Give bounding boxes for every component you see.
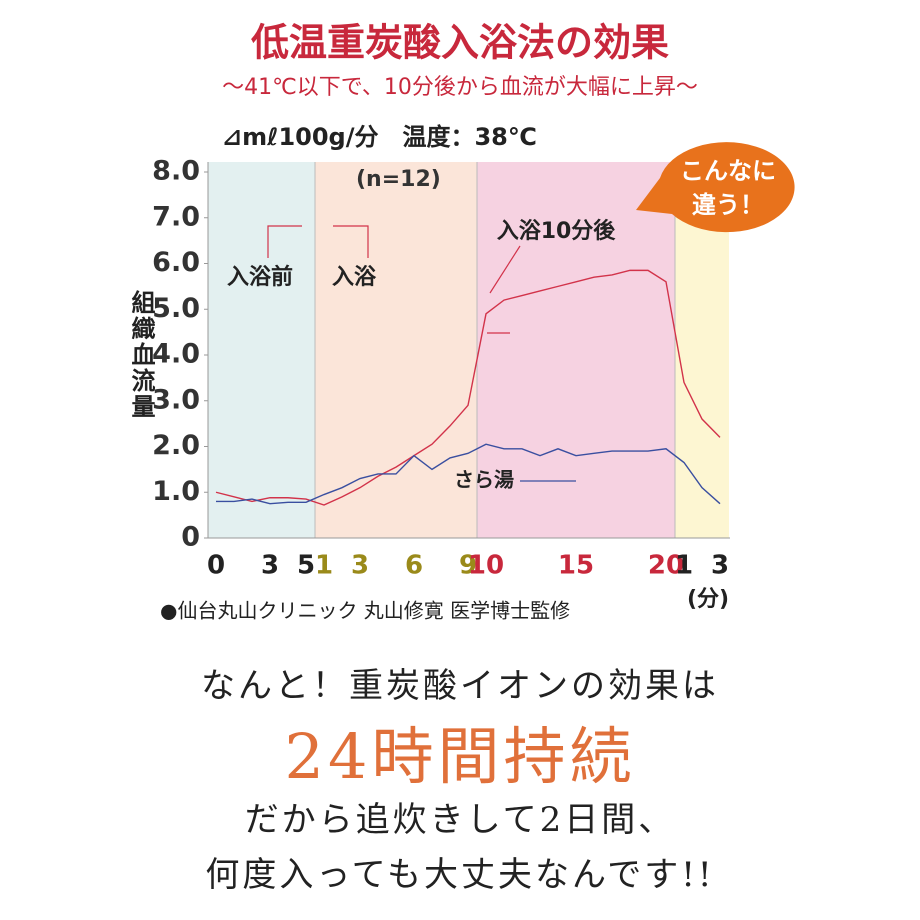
region — [477, 162, 675, 538]
y-tick-label: 8.0 — [152, 156, 200, 187]
message-highlight: 24時間持続 — [285, 720, 636, 793]
x-tick-label: 3 — [711, 551, 729, 581]
legend-label: さら湯 — [454, 468, 514, 492]
message: なんと！重炭酸イオンの効果は — [201, 666, 719, 706]
leader-line — [333, 225, 369, 258]
y-tick-label: 6.0 — [152, 247, 200, 278]
x-tick-label: 3 — [261, 551, 279, 581]
x-tick-label: 6 — [405, 551, 423, 581]
badge-text: 違う！ — [692, 191, 764, 219]
y-tick-label: 4.0 — [152, 339, 200, 370]
x-tick-label: 15 — [558, 551, 594, 581]
leader-line — [267, 225, 302, 258]
message: 何度入っても大丈夫なんです!! — [205, 855, 714, 895]
region — [315, 162, 477, 538]
source: ●仙台丸山クリニック 丸山修寛 医学博士監修 — [160, 599, 570, 623]
y-tick-label: 2.0 — [152, 430, 200, 461]
sample-note: (n=12) — [356, 167, 441, 192]
x-tick-label: 1 — [315, 551, 333, 581]
x-tick-label: 10 — [468, 551, 504, 581]
x-tick-label: 0 — [207, 551, 225, 581]
region — [208, 162, 315, 538]
series-line — [215, 269, 721, 506]
annotation: 入浴 — [332, 265, 377, 290]
x-tick-label: 3 — [351, 551, 369, 581]
annotation: 入浴前 — [227, 264, 293, 290]
x-tick-label: 9 — [459, 551, 477, 581]
annotation: 入浴10分後 — [497, 218, 617, 244]
x-axis-unit: (分) — [687, 587, 729, 612]
x-tick-label: 20 — [648, 551, 684, 581]
series-line — [216, 443, 721, 505]
chart-title: 低温重炭酸入浴法の効果 — [251, 21, 669, 65]
leader-line — [489, 245, 521, 294]
y-tick-label: 0 — [181, 522, 200, 553]
x-tick-label: 5 — [297, 551, 315, 581]
message: だから追炊きして2日間、 — [245, 800, 676, 840]
unit-note: ⊿mℓ100g/分 温度：38℃ — [222, 123, 537, 151]
y-tick-label: 7.0 — [152, 201, 200, 232]
y-tick-label: 1.0 — [152, 476, 200, 507]
x-tick-label: 1 — [675, 551, 693, 581]
chart-subtitle: 〜41℃以下で、10分後から血流が大幅に上昇〜 — [222, 75, 698, 100]
annotation-lines — [267, 225, 521, 334]
y-tick-label: 5.0 — [152, 293, 200, 324]
y-tick-label: 3.0 — [152, 384, 200, 415]
plot-background — [207, 162, 730, 539]
y-axis-label: 組織血流量 — [127, 289, 155, 420]
badge — [636, 142, 795, 233]
badge-text: こんなに — [680, 157, 776, 185]
